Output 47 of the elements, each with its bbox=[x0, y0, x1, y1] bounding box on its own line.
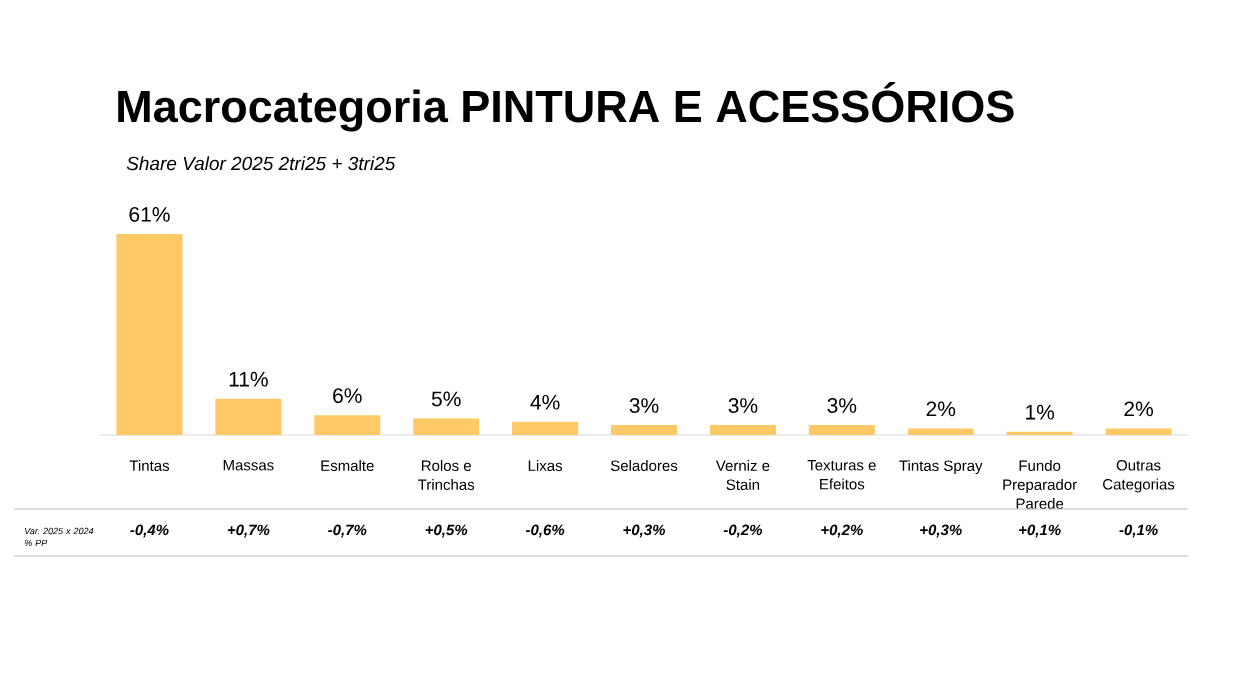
data-label: 6% bbox=[333, 388, 362, 404]
bar bbox=[116, 233, 183, 435]
bar bbox=[808, 425, 875, 435]
x-tick-label: Outras Categorias bbox=[1103, 460, 1175, 493]
bar bbox=[512, 421, 579, 435]
text: -0,6% bbox=[525, 524, 565, 538]
x-tick-label: Seladores bbox=[610, 460, 678, 472]
text: +0,1% bbox=[1019, 524, 1061, 538]
text: -0,7% bbox=[328, 524, 367, 538]
data-label: 4% bbox=[530, 394, 560, 410]
text: +0,3% bbox=[920, 524, 962, 538]
bar bbox=[413, 418, 480, 435]
bar bbox=[314, 415, 381, 435]
data-label: 2% bbox=[1124, 401, 1153, 417]
text: -0,4% bbox=[130, 524, 169, 538]
bar bbox=[1006, 431, 1073, 435]
data-label: 5% bbox=[431, 391, 461, 407]
text: +0,7% bbox=[227, 524, 270, 538]
x-tick-label: Lixas bbox=[528, 460, 563, 472]
text: -0,2% bbox=[723, 524, 763, 538]
data-label: 3% bbox=[629, 398, 659, 413]
x-tick-label: Esmalte bbox=[321, 460, 374, 472]
x-tick-label: Massas bbox=[223, 460, 274, 471]
bar bbox=[215, 398, 282, 435]
data-label: 1% bbox=[1026, 404, 1055, 420]
text: Var. 2025 x 2024 % PP bbox=[24, 527, 94, 547]
data-label: 11% bbox=[229, 371, 268, 387]
bar bbox=[709, 425, 776, 435]
data-label: 3% bbox=[827, 398, 857, 413]
text: -0,1% bbox=[1119, 524, 1158, 538]
data-label: 61% bbox=[129, 206, 170, 222]
text: +0,3% bbox=[623, 524, 666, 538]
data-label: 2% bbox=[926, 401, 956, 417]
x-tick-label: Rolos e Trinchas bbox=[418, 460, 475, 491]
chart-subtitle: Share Valor 2025 2tri25 + 3tri25 bbox=[126, 156, 396, 171]
data-label: 3% bbox=[728, 398, 758, 413]
text: +0,2% bbox=[821, 524, 863, 538]
x-tick-label: Tintas bbox=[129, 460, 170, 472]
chart-title: Macrocategoria PINTURA E ACESSÓRIOS bbox=[118, 82, 1014, 132]
bar bbox=[611, 425, 678, 435]
x-tick-label: Verniz e Stain bbox=[715, 460, 770, 491]
bar bbox=[907, 428, 974, 435]
bar bbox=[1105, 428, 1172, 435]
x-tick-label: Texturas e Efeitos bbox=[807, 460, 876, 490]
text: +0,5% bbox=[425, 524, 468, 538]
x-tick-label: Fundo Preparador Parede bbox=[1003, 460, 1077, 510]
x-tick-label: Tintas Spray bbox=[899, 460, 983, 474]
